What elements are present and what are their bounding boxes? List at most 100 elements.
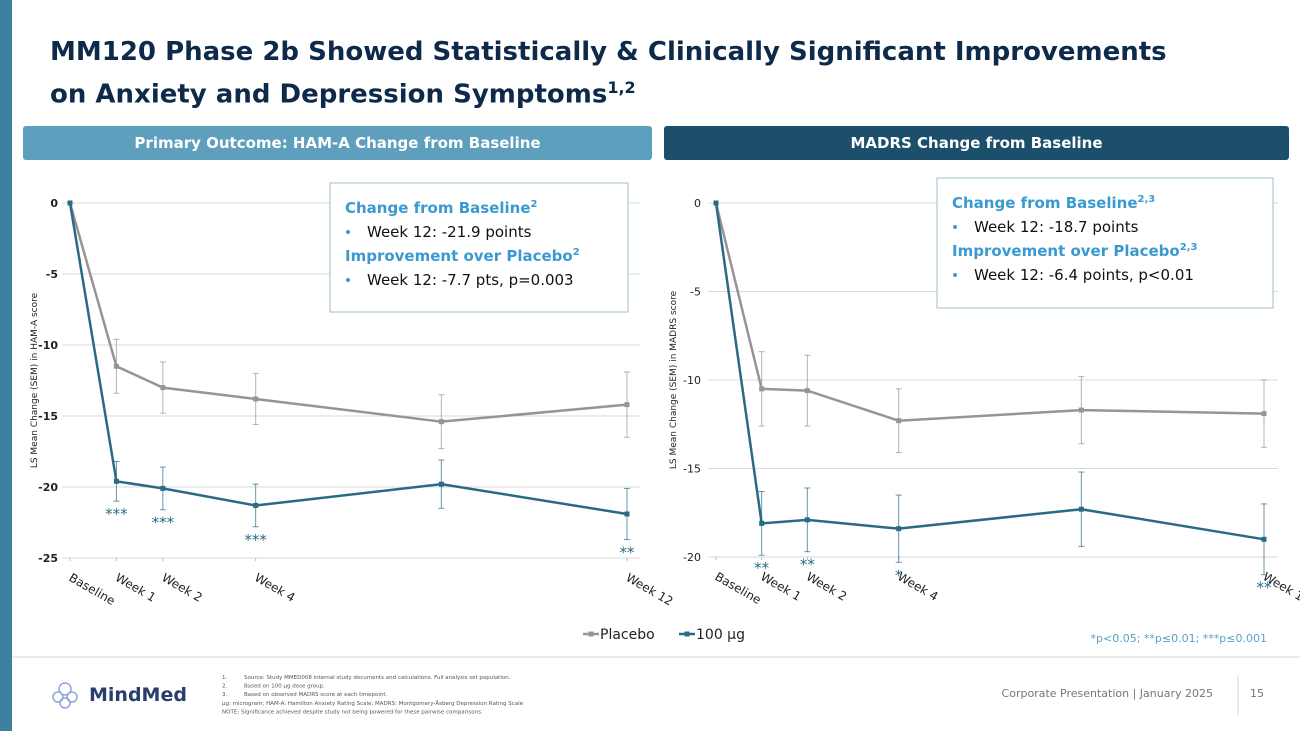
info-heading-sup: 2,3 (1138, 194, 1156, 205)
y-tick-label: -5 (690, 286, 701, 299)
significance-label: ** (754, 559, 770, 577)
series-line (714, 202, 1265, 541)
point-marker (160, 385, 166, 391)
y-tick-label: -5 (46, 268, 58, 281)
info-heading-sup: 2 (531, 199, 538, 210)
y-tick-label: -15 (38, 410, 58, 423)
point-marker (438, 481, 444, 487)
info-bullet: Week 12: -7.7 pts, p=0.003 (367, 271, 574, 289)
x-tick-label: Baseline (67, 570, 118, 608)
point-marker (67, 200, 73, 206)
x-tick-label: Week 1 (113, 570, 158, 604)
bullet (953, 273, 957, 277)
info-heading-text: Change from Baseline (952, 194, 1138, 212)
x-tick-label: Week 2 (804, 569, 849, 603)
significance-label: ** (620, 544, 636, 562)
panel-header: Primary Outcome: HAM-A Change from Basel… (23, 126, 652, 160)
point-marker (1078, 506, 1084, 512)
y-tick-label: 0 (694, 197, 701, 210)
point-marker (1078, 407, 1084, 413)
point-marker (804, 388, 810, 394)
significance-label: *** (244, 531, 267, 549)
point-marker (1261, 536, 1267, 542)
footer-text: Corporate Presentation | January 2025 (1002, 687, 1213, 700)
info-heading-sup: 2,3 (1180, 242, 1198, 253)
significance-label: *** (105, 505, 128, 523)
legend-label: 100 µg (696, 627, 745, 643)
y-tick-label: -20 (683, 551, 701, 564)
info-box (936, 177, 1274, 309)
point-marker (253, 396, 259, 402)
title-sup: 1,2 (607, 78, 636, 97)
info-box (329, 182, 629, 313)
point-marker (624, 511, 630, 517)
y-axis-label: LS Mean Change (SEM) in MADRS score (669, 290, 679, 469)
info-heading-sup: 2 (573, 247, 580, 258)
info-heading: Improvement over Placebo2 (345, 247, 580, 265)
side-bar (0, 0, 12, 731)
significance-label: *** (152, 514, 175, 532)
point-marker (896, 418, 902, 424)
legend-label: Placebo (600, 627, 655, 643)
x-tick-label: Week 4 (252, 570, 297, 604)
series-line (714, 202, 1265, 422)
bullet (346, 230, 350, 234)
y-tick-label: -25 (38, 552, 58, 565)
y-tick-label: -20 (38, 481, 58, 494)
info-bullet: Week 12: -6.4 points, p<0.01 (974, 266, 1194, 284)
footnote-text: Based on observed MADRS score at each ti… (244, 692, 388, 698)
info-heading-text: Change from Baseline (345, 199, 531, 217)
info-heading: Improvement over Placebo2,3 (952, 242, 1197, 260)
info-bullet: Week 12: -21.9 points (367, 223, 532, 241)
footnote-number: 1. (222, 675, 227, 681)
panel-header: MADRS Change from Baseline (664, 126, 1289, 160)
point-marker (1261, 411, 1267, 417)
significance-label: * (895, 566, 903, 584)
point-marker (113, 363, 119, 369)
series-line (68, 202, 628, 516)
y-tick-label: -10 (38, 339, 58, 352)
y-tick-label: 0 (50, 197, 58, 210)
significance-note: *p<0.05; **p≤0.01; ***p≤0.001 (1091, 632, 1267, 645)
y-axis-label: LS Mean Change (SEM) in HAM-A score (30, 292, 40, 468)
info-bullet: Week 12: -18.7 points (974, 218, 1139, 236)
legend-marker (684, 631, 690, 637)
y-tick-label: -15 (683, 463, 701, 476)
footnote-number: 2. (222, 684, 227, 690)
significance-label: ** (1257, 579, 1273, 597)
info-heading: Change from Baseline2,3 (952, 194, 1155, 212)
footnote-text: µg: microgram; HAM-A: Hamilton Anxiety R… (222, 700, 524, 707)
bullet (346, 278, 350, 282)
significance-label: ** (800, 556, 816, 574)
x-tick-label: Week 2 (159, 570, 204, 604)
point-marker (804, 517, 810, 523)
point-marker (438, 419, 444, 425)
footnote-text: Source: Study MMED008 internal study doc… (244, 675, 511, 681)
footnote-text: NOTE: Significance achieved despite stud… (222, 709, 483, 715)
info-heading-text: Improvement over Placebo (952, 242, 1180, 260)
bullet (953, 225, 957, 229)
point-marker (113, 478, 119, 484)
point-marker (896, 526, 902, 532)
x-tick-label: Week 12 (624, 570, 676, 608)
point-marker (759, 520, 765, 526)
footnote-number: 3. (222, 692, 227, 698)
page-number: 15 (1250, 687, 1264, 700)
slide-title: MM120 Phase 2b Showed Statistically & Cl… (50, 34, 1210, 113)
point-marker (624, 402, 630, 408)
point-marker (713, 200, 719, 206)
point-marker (253, 502, 259, 508)
series-line (68, 202, 628, 423)
y-tick-label: -10 (683, 374, 701, 387)
footnote-text: Based on 100 µg dose group. (244, 684, 325, 690)
info-heading: Change from Baseline2 (345, 199, 538, 217)
logo-icon (52, 682, 78, 709)
point-marker (759, 386, 765, 392)
logo-text: MindMed (89, 684, 187, 706)
legend-marker (588, 631, 594, 637)
point-marker (160, 485, 166, 491)
title-text: MM120 Phase 2b Showed Statistically & Cl… (50, 37, 1167, 110)
info-heading-text: Improvement over Placebo (345, 247, 573, 265)
